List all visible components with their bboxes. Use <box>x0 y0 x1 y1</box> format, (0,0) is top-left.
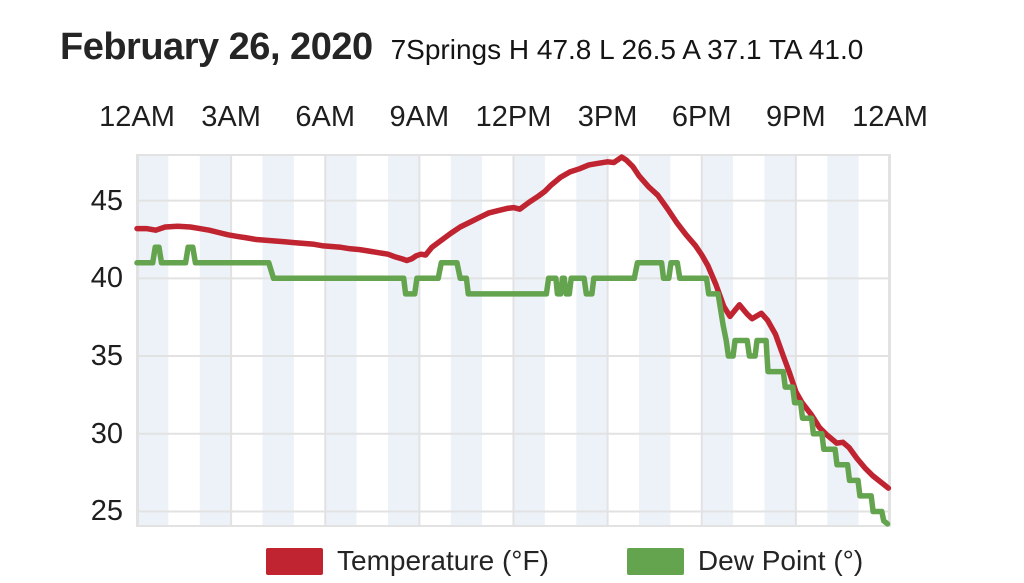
legend-label-dew-point: Dew Point (°) <box>697 545 864 576</box>
dew-point-swatch-icon <box>626 547 684 575</box>
chart-plot-area[interactable] <box>134 154 892 527</box>
chart-header: February 26, 2020 7Springs H 47.8 L 26.5… <box>60 26 863 69</box>
x-axis-label: 12AM <box>852 101 928 133</box>
x-axis-label: 3AM <box>201 101 261 133</box>
temperature-line <box>134 154 892 491</box>
band-stripe <box>639 154 671 527</box>
y-axis: 25 30 35 40 45 <box>0 0 123 583</box>
y-axis-label: 30 <box>90 417 123 450</box>
page-title: February 26, 2020 <box>60 26 373 68</box>
x-axis: 12AM 3AM 6AM 9AM 12PM 3PM 6PM 9PM 12AM <box>0 101 1024 137</box>
y-axis-label: 45 <box>90 184 123 217</box>
temperature-swatch-icon <box>266 547 323 575</box>
y-axis-label: 40 <box>90 262 123 295</box>
band-stripe <box>262 154 294 527</box>
band-stripe <box>450 154 483 527</box>
legend: Temperature (°F) Dew Point (°) <box>266 545 863 577</box>
x-axis-label: 12AM <box>99 101 175 133</box>
chart-container[interactable] <box>134 154 892 527</box>
legend-label-temperature: Temperature (°F) <box>337 545 549 576</box>
legend-item-temperature: Temperature (°F) <box>266 545 549 577</box>
y-axis-label: 35 <box>90 340 123 373</box>
band-stripe <box>199 154 232 527</box>
band-stripe <box>388 154 420 527</box>
x-axis-label: 6AM <box>295 101 356 133</box>
plot-border <box>137 154 890 527</box>
band-stripe <box>827 154 859 527</box>
x-axis-label: 9PM <box>766 101 826 133</box>
legend-item-dew-point: Dew Point (°) <box>626 545 864 577</box>
x-axis-label: 6PM <box>671 101 732 133</box>
x-axis-label: 3PM <box>577 101 638 133</box>
page-subtitle: 7Springs H 47.8 L 26.5 A 37.1 TA 41.0 <box>390 34 864 65</box>
x-axis-label: 12PM <box>475 101 552 133</box>
band-stripe <box>325 154 357 527</box>
dew-point-line <box>134 244 891 527</box>
y-axis-label: 25 <box>90 495 123 528</box>
band-stripe <box>513 154 545 527</box>
band-stripe <box>137 154 169 527</box>
band-stripe <box>576 154 608 527</box>
x-axis-label: 9AM <box>389 101 450 133</box>
